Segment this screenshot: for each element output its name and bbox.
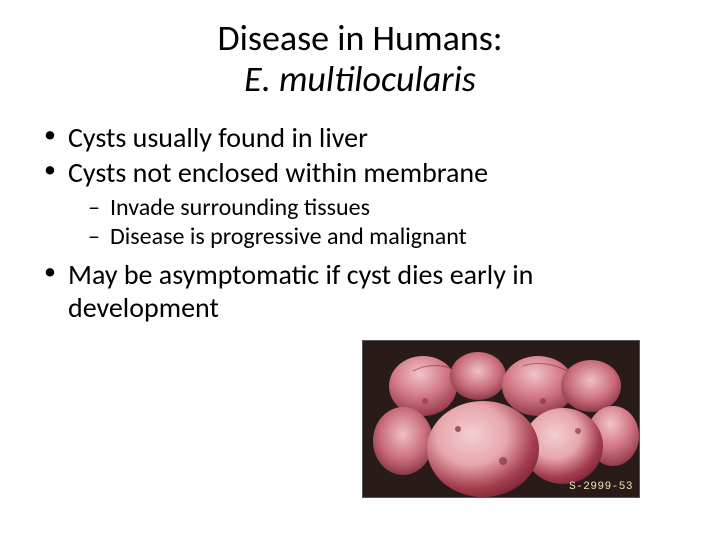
- slide: Disease in Humans: E. multilocularis Cys…: [0, 0, 720, 540]
- cyst-photo: S-2999-53: [362, 340, 640, 498]
- bullet-text: Cysts not enclosed within membrane: [68, 155, 488, 190]
- sub-bullet-text: Disease is progressive and malignant: [110, 222, 467, 251]
- title-line-1: Disease in Humans:: [100, 18, 620, 59]
- photo-caption: S-2999-53: [569, 481, 633, 493]
- cyst-photo-svg: [363, 341, 640, 498]
- sub-bullet-item: Disease is progressive and malignant: [88, 223, 680, 252]
- bullet-text: May be asymptomatic if cyst dies early i…: [68, 257, 533, 326]
- bullet-list: Cysts usually found in liver Cysts not e…: [40, 121, 680, 325]
- bullet-text: Cysts usually found in liver: [68, 120, 368, 155]
- sub-bullet-item: Invade surrounding tissues: [88, 194, 680, 223]
- sub-bullet-list: Invade surrounding tissues Disease is pr…: [68, 194, 680, 252]
- sub-bullet-text: Invade surrounding tissues: [110, 193, 370, 222]
- bullet-item: May be asymptomatic if cyst dies early i…: [40, 258, 680, 325]
- bullet-item: Cysts usually found in liver: [40, 121, 680, 155]
- slide-title: Disease in Humans: E. multilocularis: [40, 18, 680, 101]
- bullet-item: Cysts not enclosed within membrane Invad…: [40, 156, 680, 251]
- title-line-2: E. multilocularis: [100, 59, 620, 100]
